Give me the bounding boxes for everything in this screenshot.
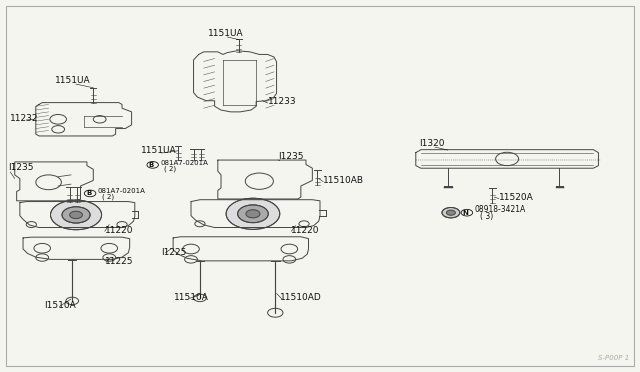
Text: I1235: I1235: [8, 163, 34, 173]
Text: N: N: [463, 210, 468, 216]
Circle shape: [442, 208, 460, 218]
Text: B: B: [148, 162, 154, 168]
Circle shape: [51, 200, 102, 230]
Circle shape: [237, 205, 268, 223]
Text: 1151UA: 1151UA: [208, 29, 244, 38]
Text: 11510A: 11510A: [174, 293, 209, 302]
Text: I1320: I1320: [419, 140, 445, 148]
Text: 081A7-0201A: 081A7-0201A: [98, 188, 146, 194]
Text: S-P00P 1: S-P00P 1: [598, 355, 630, 361]
Text: I1235: I1235: [278, 152, 304, 161]
Text: 11220: 11220: [291, 226, 320, 235]
Text: 11510AB: 11510AB: [323, 176, 364, 185]
Text: 11520A: 11520A: [499, 193, 534, 202]
Text: B: B: [86, 190, 92, 196]
Circle shape: [447, 210, 456, 215]
Circle shape: [226, 198, 280, 230]
Text: 11232: 11232: [10, 114, 39, 123]
Text: 08918-3421A: 08918-3421A: [474, 205, 526, 214]
Text: 11233: 11233: [268, 97, 296, 106]
Text: 11220: 11220: [105, 226, 133, 235]
Circle shape: [62, 207, 90, 223]
Text: ( 3): ( 3): [479, 212, 493, 221]
Text: I1510A: I1510A: [44, 301, 76, 310]
Text: 1151UA: 1151UA: [55, 76, 91, 85]
Circle shape: [246, 210, 260, 218]
Text: 11225: 11225: [105, 257, 133, 266]
Text: 11510AD: 11510AD: [280, 293, 322, 302]
Text: 081A7-0201A: 081A7-0201A: [161, 160, 208, 166]
Circle shape: [70, 211, 83, 219]
Text: ( 2): ( 2): [102, 194, 114, 201]
Text: ( 2): ( 2): [164, 166, 176, 172]
Text: I1225: I1225: [162, 247, 187, 257]
Text: 1151UA: 1151UA: [141, 146, 177, 155]
